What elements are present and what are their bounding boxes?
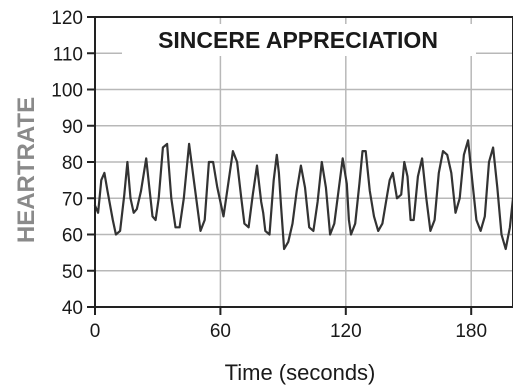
y-tick-label: 70	[62, 189, 83, 210]
y-tick-label: 120	[51, 8, 83, 29]
tick-labels: 40 50 60 70 80 90 100 110 120 0 60 120 180	[51, 8, 487, 342]
x-tick-label: 0	[90, 321, 101, 342]
y-tick-label: 40	[62, 298, 83, 319]
x-tick-label: 120	[330, 321, 362, 342]
x-axis-label: Time (seconds)	[225, 360, 376, 385]
y-tick-label: 60	[62, 226, 83, 247]
grid-lines	[95, 17, 513, 307]
y-tick-label: 110	[53, 44, 83, 65]
chart-title: SINCERE APPRECIATION	[158, 27, 438, 53]
y-tick-label: 80	[62, 153, 83, 174]
y-axis-label: HEARTRATE	[13, 97, 40, 243]
y-tick-label: 50	[62, 262, 83, 283]
series-group	[93, 139, 513, 251]
x-tick-label: 60	[210, 321, 231, 342]
y-tick-label: 100	[51, 81, 83, 102]
x-tick-label: 180	[455, 321, 487, 342]
title-background	[122, 24, 476, 56]
y-tick-label: 90	[62, 117, 83, 138]
heartrate-line	[93, 139, 513, 251]
axis-ticks	[87, 16, 473, 315]
